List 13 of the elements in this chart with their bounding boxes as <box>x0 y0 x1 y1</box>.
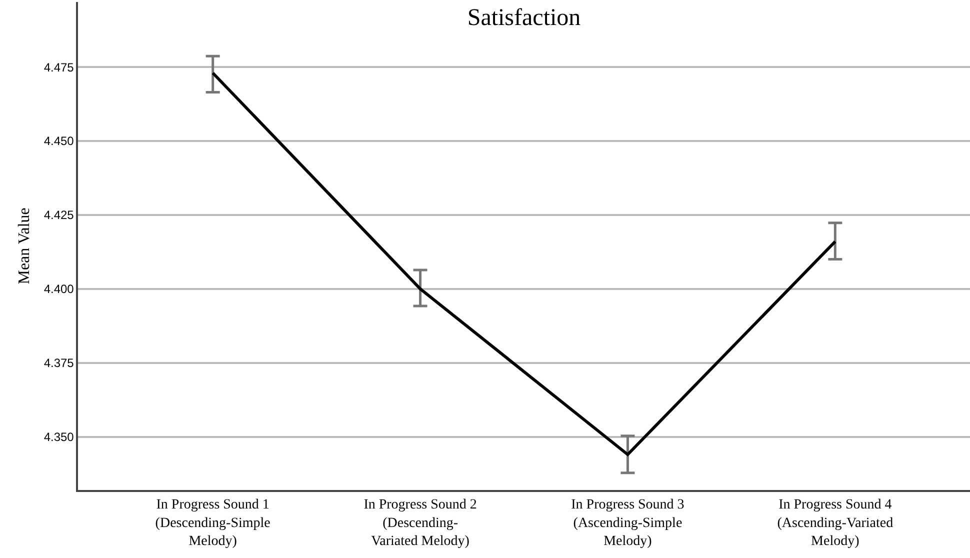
x-tick-label: In Progress Sound 2 (Descending- Variated Melody) <box>364 498 477 549</box>
line-series <box>211 71 837 456</box>
y-tick-label: 4.350 <box>44 430 74 444</box>
y-tick-label: 4.400 <box>44 282 74 296</box>
x-tick-label: In Progress Sound 1 (Descending-Simple Melody) <box>155 498 270 549</box>
y-tick-label: 4.450 <box>44 134 74 148</box>
x-tick-label: In Progress Sound 4 (Ascending-Variated Melody) <box>777 498 894 549</box>
y-axis-title: Mean Value <box>16 208 34 284</box>
y-tick-label: 4.425 <box>44 208 74 222</box>
y-tick-label: 4.375 <box>44 356 74 370</box>
y-tick-label: 4.475 <box>44 60 74 74</box>
x-tick-label: In Progress Sound 3 (Ascending-Simple Melody) <box>571 498 684 549</box>
chart-title: Satisfaction <box>467 5 581 32</box>
